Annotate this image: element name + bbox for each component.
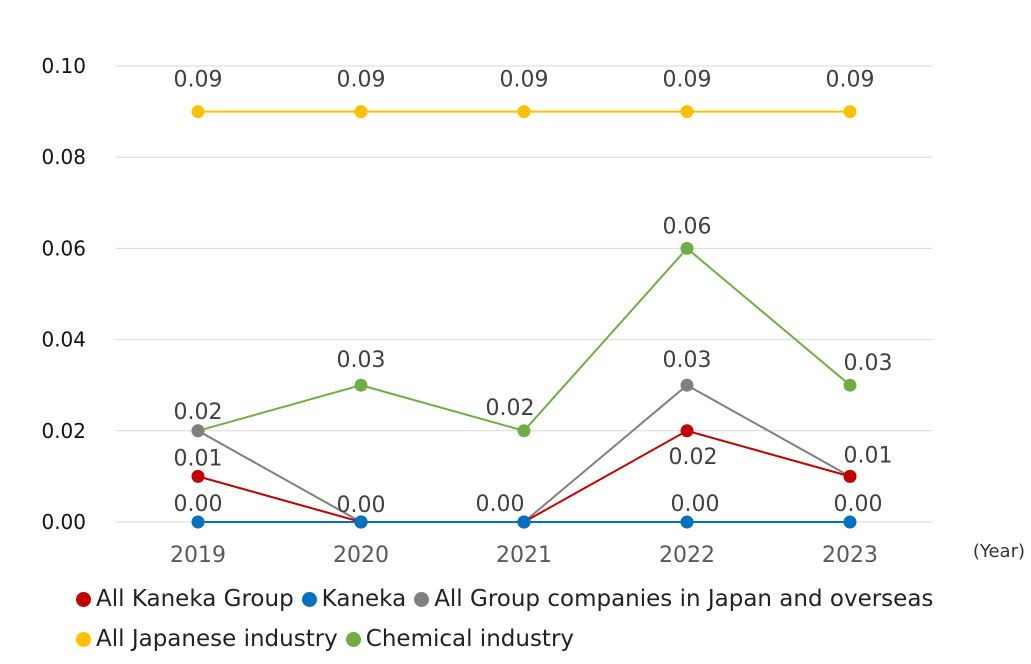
data-label: 0.02 bbox=[174, 400, 223, 425]
legend-item: All Japanese industry bbox=[76, 626, 338, 652]
data-point bbox=[191, 469, 205, 483]
data-point bbox=[354, 105, 368, 119]
data-point bbox=[517, 105, 531, 119]
data-point bbox=[843, 469, 857, 483]
legend: All Kaneka Group Kaneka All Group companie… bbox=[76, 581, 941, 657]
legend-label: All Japanese industry bbox=[96, 626, 338, 652]
data-point bbox=[680, 105, 694, 119]
data-label: 0.00 bbox=[476, 492, 525, 517]
legend-marker bbox=[414, 591, 430, 607]
data-label: 0.02 bbox=[669, 445, 718, 470]
data-point bbox=[354, 515, 368, 529]
y-tick-label: 0.00 bbox=[41, 510, 86, 534]
data-label: 0.03 bbox=[337, 348, 386, 373]
data-label: 0.09 bbox=[826, 68, 875, 93]
data-point bbox=[843, 378, 857, 392]
data-point bbox=[680, 378, 694, 392]
legend-label: Kaneka bbox=[321, 586, 407, 612]
y-tick-label: 0.02 bbox=[41, 419, 86, 443]
data-point bbox=[354, 378, 368, 392]
data-label: 0.01 bbox=[174, 446, 223, 471]
y-tick-label: 0.10 bbox=[41, 54, 86, 78]
y-axis-ticks: 0.00 0.02 0.04 0.06 0.08 0.10 bbox=[41, 54, 86, 534]
data-point bbox=[843, 105, 857, 119]
legend-row-1: All Kaneka Group Kaneka All Group companie… bbox=[76, 581, 941, 617]
data-label: 0.06 bbox=[663, 214, 712, 239]
data-label: 0.09 bbox=[500, 68, 549, 93]
data-point bbox=[191, 424, 205, 438]
x-tick-label: 2020 bbox=[333, 543, 389, 568]
data-point bbox=[191, 515, 205, 529]
x-tick-label: 2022 bbox=[659, 543, 715, 568]
data-point bbox=[680, 515, 694, 529]
legend-item: Chemical industry bbox=[345, 626, 575, 652]
data-point bbox=[517, 515, 531, 529]
data-labels-layer: 0.09 0.09 0.09 0.09 0.09 0.02 0.03 0.02 0.06 0.03… bbox=[174, 68, 893, 518]
data-label: 0.00 bbox=[834, 492, 883, 517]
legend-marker bbox=[301, 591, 317, 607]
legend-label: All Group companies in Japan and oversea… bbox=[434, 586, 934, 612]
legend-label: All Kaneka Group bbox=[96, 586, 294, 612]
legend-item: Kaneka bbox=[301, 586, 407, 612]
legend-item: All Kaneka Group bbox=[76, 586, 294, 612]
data-label: 0.09 bbox=[337, 68, 386, 93]
y-tick-label: 0.06 bbox=[41, 236, 86, 260]
data-point bbox=[191, 105, 205, 119]
legend-marker bbox=[76, 591, 91, 607]
legend-marker bbox=[345, 631, 361, 647]
legend-row-2: All Japanese industry Chemical industry bbox=[76, 621, 941, 657]
data-label: 0.00 bbox=[671, 492, 720, 517]
data-point bbox=[680, 424, 694, 438]
x-axis-ticks: 2019 2020 2021 2022 2023 bbox=[170, 543, 878, 568]
x-tick-label: 2021 bbox=[496, 543, 552, 568]
legend-marker bbox=[76, 631, 91, 647]
data-label: 0.02 bbox=[486, 396, 535, 421]
series-layer bbox=[191, 105, 857, 529]
data-label: 0.09 bbox=[174, 68, 223, 93]
x-axis-unit-label: (Year) bbox=[973, 541, 1025, 562]
data-point bbox=[843, 515, 857, 529]
y-tick-label: 0.04 bbox=[41, 328, 86, 352]
data-label: 0.03 bbox=[844, 351, 893, 376]
data-label: 0.01 bbox=[844, 443, 893, 468]
data-label: 0.09 bbox=[663, 68, 712, 93]
data-label: 0.00 bbox=[337, 493, 386, 518]
line-chart: 0.00 0.02 0.04 0.06 0.08 0.10 2019 2020 2021 202… bbox=[41, 54, 1025, 568]
x-tick-label: 2019 bbox=[170, 543, 226, 568]
data-point bbox=[680, 241, 694, 255]
data-label: 0.03 bbox=[663, 348, 712, 373]
x-tick-label: 2023 bbox=[822, 543, 878, 568]
legend-label: Chemical industry bbox=[365, 626, 575, 652]
data-point bbox=[517, 424, 531, 438]
y-tick-label: 0.08 bbox=[41, 145, 86, 169]
legend-item: All Group companies in Japan and oversea… bbox=[414, 586, 933, 612]
data-label: 0.00 bbox=[174, 492, 223, 517]
